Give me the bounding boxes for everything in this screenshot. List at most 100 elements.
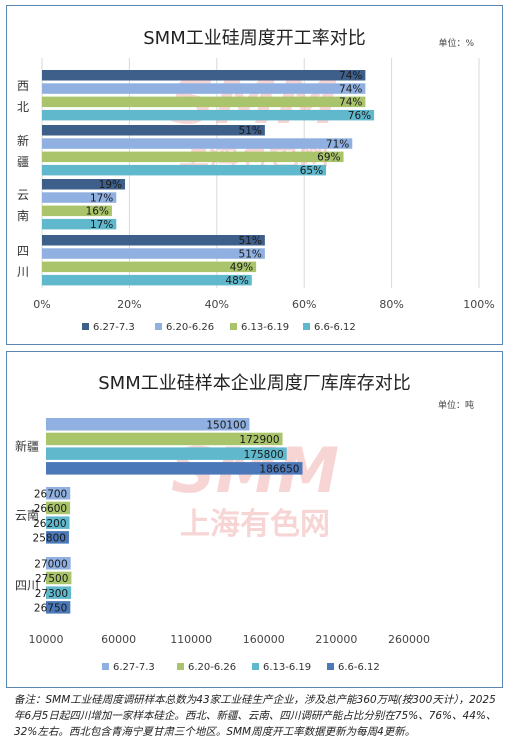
x-tick-label: 160000 — [243, 633, 285, 646]
watermark-text: 上海有色网 — [180, 507, 330, 542]
data-label: 26600 — [34, 503, 67, 515]
data-label: 48% — [225, 275, 248, 287]
bar — [42, 205, 112, 217]
x-tick-label: 20% — [117, 298, 141, 311]
x-tick-label: 0% — [33, 298, 50, 311]
legend-label: 6.27-7.3 — [113, 662, 155, 673]
data-label: 17% — [90, 192, 113, 204]
category-label: 新疆 — [15, 438, 39, 453]
x-tick-label: 40% — [205, 298, 229, 311]
data-label: 51% — [239, 235, 262, 247]
legend-swatch — [102, 663, 109, 670]
data-label: 74% — [339, 97, 362, 109]
data-label: 74% — [339, 83, 362, 95]
data-label: 65% — [300, 165, 323, 177]
data-label: 17% — [90, 219, 113, 231]
legend-swatch — [155, 323, 162, 330]
data-label: 19% — [99, 179, 122, 191]
data-label: 27300 — [35, 588, 68, 600]
chart-title: SMM工业硅样本企业周度厂库库存对比 — [98, 373, 411, 394]
category-label: 北 — [17, 100, 29, 114]
legend-label: 6.6-6.12 — [338, 662, 380, 673]
bar — [46, 531, 69, 544]
footnote: 备注：SMM工业硅周度调研样本总数为43家工业硅生产企业，涉及总产能360万吨(… — [14, 694, 497, 738]
legend-label: 6.27-7.3 — [93, 322, 135, 333]
category-label: 四川 — [15, 578, 39, 592]
bar — [46, 487, 71, 500]
category-label: 云南 — [15, 507, 39, 522]
data-label: 74% — [339, 70, 362, 82]
bar — [42, 179, 126, 190]
bar — [42, 164, 327, 176]
bar — [46, 571, 72, 585]
operating-rate-chart: 0%20%40%60%80%100%SMM上海有色网西北74%74%74%76%… — [17, 58, 495, 333]
bar — [42, 151, 344, 163]
x-tick-label: 110000 — [170, 633, 212, 646]
data-label: 150100 — [206, 420, 246, 432]
x-tick-label: 10000 — [29, 633, 64, 646]
bar — [46, 601, 71, 614]
category-label: 云 — [17, 188, 29, 202]
data-label: 71% — [326, 138, 349, 150]
bar — [46, 418, 250, 431]
inventory-chart-panel: SMM工业硅样本企业周度厂库库存对比 单位：吨 10000 60000 110000… — [6, 351, 503, 688]
data-label: 76% — [348, 110, 371, 122]
bar — [46, 557, 71, 570]
legend-swatch — [327, 663, 334, 670]
inventory-chart: 10000 60000 110000 160000 210000 260000SMM上海有… — [15, 418, 430, 673]
category-label: 川 — [17, 265, 29, 279]
x-tick-label: 260000 — [388, 633, 430, 646]
bar — [42, 261, 257, 273]
category-label: 西 — [17, 79, 29, 93]
legend-label: 6.13-6.19 — [263, 662, 311, 673]
bar — [46, 586, 72, 599]
chart-title: SMM工业硅周度开工率对比 — [143, 28, 366, 49]
bar — [42, 70, 366, 81]
category-label: 疆 — [17, 155, 29, 169]
data-label: 26200 — [33, 518, 66, 530]
data-label: 26700 — [34, 489, 67, 501]
legend-swatch — [177, 663, 184, 670]
data-label: 25800 — [33, 533, 66, 545]
bar — [42, 248, 265, 259]
category-label: 新 — [17, 133, 29, 148]
unit-label: 单位：% — [438, 39, 474, 49]
legend-label: 6.20-6.26 — [166, 322, 214, 333]
x-tick-label: 210000 — [315, 633, 357, 646]
data-label: 172900 — [239, 434, 279, 446]
data-label: 27500 — [35, 573, 68, 585]
bar — [42, 109, 375, 121]
x-tick-label: 60000 — [101, 633, 136, 646]
bar — [42, 83, 366, 94]
data-label: 49% — [230, 262, 253, 274]
category-label: 南 — [17, 208, 29, 223]
legend-swatch — [82, 323, 89, 330]
data-label: 51% — [239, 125, 262, 137]
x-tick-label: 60% — [292, 298, 316, 311]
bar — [42, 192, 117, 203]
bar — [42, 125, 265, 136]
legend-swatch — [230, 323, 237, 330]
bar — [42, 138, 353, 149]
bar — [42, 96, 366, 108]
data-label: 69% — [317, 152, 340, 164]
data-label: 186650 — [259, 464, 299, 476]
bar — [42, 235, 265, 246]
bar — [42, 274, 252, 286]
data-label: 27000 — [34, 559, 67, 571]
bar — [42, 218, 117, 230]
legend-label: 6.6-6.12 — [314, 322, 356, 333]
data-label: 16% — [86, 206, 109, 218]
legend-label: 6.13-6.19 — [241, 322, 289, 333]
operating-rate-chart-panel: SMM工业硅周度开工率对比 单位：% 0%20%40%60%80%100%SMM… — [6, 5, 503, 345]
bar — [46, 462, 303, 475]
x-tick-label: 80% — [379, 298, 403, 311]
bar — [46, 501, 71, 515]
x-tick-label: 100% — [463, 298, 494, 311]
legend-label: 6.20-6.26 — [188, 662, 236, 673]
data-label: 26750 — [34, 603, 67, 615]
category-label: 四 — [17, 244, 29, 258]
bar — [46, 516, 70, 529]
bar — [46, 447, 287, 460]
data-label: 51% — [239, 248, 262, 260]
